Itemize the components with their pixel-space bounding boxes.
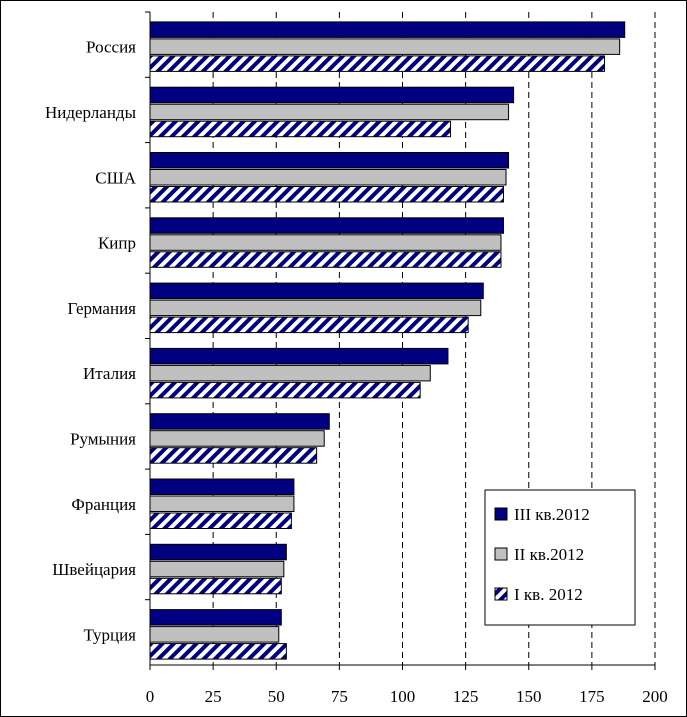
bar-3 <box>149 316 469 334</box>
bar-1 <box>149 543 287 561</box>
category-label: Швейцария <box>52 560 136 579</box>
bar-2 <box>149 234 502 251</box>
category-labels: Россия Нидерланды США Кипр Германия Италия Рум… <box>45 38 137 645</box>
bar-2 <box>149 364 431 382</box>
x-tick-labels: 0 25 50 75 100 125 150 175 200 <box>146 687 668 706</box>
x-tick-label: 200 <box>642 687 668 706</box>
bar-3 <box>149 55 605 72</box>
category-label: Франция <box>71 495 136 514</box>
bar-1 <box>149 347 449 365</box>
legend-label: I кв. 2012 <box>514 585 583 604</box>
legend: III кв.2012 II кв.2012 I кв. 2012 <box>484 489 636 626</box>
legend-swatch <box>494 547 508 561</box>
bar-1 <box>149 413 330 430</box>
bar-2 <box>149 626 280 643</box>
category-label: Кипр <box>98 234 136 253</box>
bar-3 <box>149 186 504 203</box>
bars-group <box>149 21 626 660</box>
legend-box <box>484 489 636 626</box>
bar-3 <box>149 577 282 595</box>
bar-3 <box>149 120 451 138</box>
bar-1 <box>149 282 484 300</box>
x-tick-label: 150 <box>516 687 542 706</box>
bar-1 <box>149 152 510 169</box>
bar-3 <box>149 381 421 399</box>
legend-label: III кв.2012 <box>514 505 590 524</box>
bar-1 <box>149 86 515 104</box>
x-tick-label: 50 <box>268 687 285 706</box>
x-tick-label: 75 <box>331 687 348 706</box>
category-label: Германия <box>67 299 136 318</box>
x-tick-label: 100 <box>390 687 416 706</box>
legend-label: II кв.2012 <box>514 545 584 564</box>
bar-2 <box>149 299 482 317</box>
x-tick-label: 25 <box>205 687 222 706</box>
category-label: Россия <box>86 38 136 57</box>
axes <box>145 11 656 670</box>
bar-2 <box>149 430 325 447</box>
category-label: Румыния <box>70 429 136 448</box>
bar-3 <box>149 512 292 529</box>
bar-3 <box>149 251 502 268</box>
bar-3 <box>149 447 318 464</box>
x-tick-label: 175 <box>579 687 605 706</box>
x-tick-label: 0 <box>146 687 155 706</box>
bar-2 <box>149 495 295 512</box>
bar-3 <box>149 643 287 660</box>
bar-2 <box>149 103 510 121</box>
x-tick-label: 125 <box>453 687 479 706</box>
category-label: США <box>95 168 136 187</box>
category-label: Нидерланды <box>45 103 137 122</box>
legend-swatch <box>494 587 508 601</box>
bar-2 <box>149 169 507 186</box>
category-label: Италия <box>83 364 136 383</box>
legend-swatch <box>494 507 508 521</box>
bar-1 <box>149 217 504 234</box>
bar-2 <box>149 560 285 578</box>
bar-1 <box>149 478 295 495</box>
bar-2 <box>149 38 621 55</box>
bar-1 <box>149 609 282 626</box>
bar-1 <box>149 21 626 38</box>
category-label: Турция <box>83 625 136 644</box>
